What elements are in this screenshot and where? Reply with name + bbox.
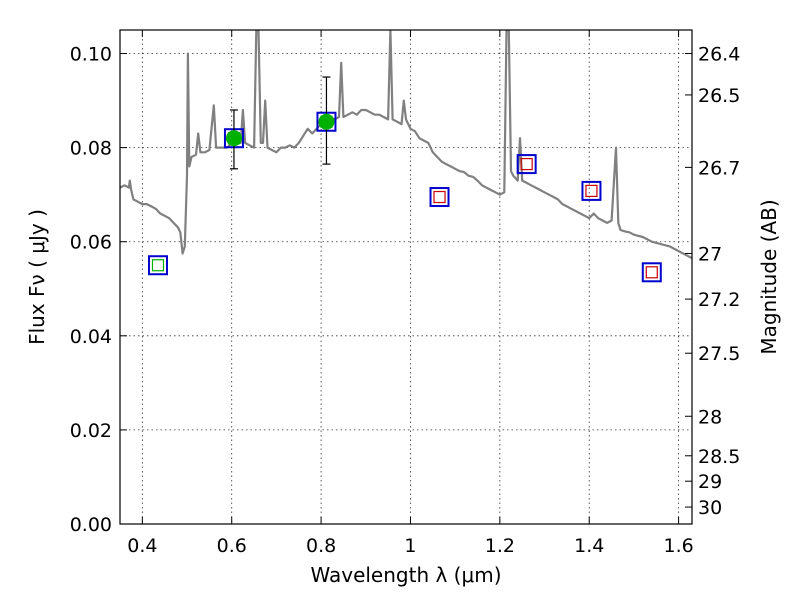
magnitude-tick-label: 26.7 [698, 157, 740, 179]
photometry-inner-square [520, 157, 533, 171]
y-tick-label: 0.10 [70, 44, 112, 66]
x-tick-label: 1.2 [485, 535, 515, 557]
x-tick-label: 0.4 [127, 535, 157, 557]
y-tick-label: 0.04 [70, 326, 112, 348]
photometry-inner-square [151, 259, 165, 272]
ticks-layer: 0.4 0.6 0.8 1 1.2 1.4 1.6 0.00 0.02 0.04 0.06 0.08 0… [70, 30, 740, 557]
observed-point [225, 130, 242, 147]
y-tick-label: 0.02 [70, 420, 112, 442]
x-tick-label: 1.6 [663, 535, 693, 557]
magnitude-tick-label: 27 [698, 243, 722, 265]
magnitude-tick-label: 28.5 [698, 446, 740, 468]
plot-background [120, 30, 692, 524]
magnitude-tick-label: 26.4 [698, 44, 740, 66]
y-tick-label: 0.08 [70, 138, 112, 160]
points-layer [147, 76, 662, 283]
magnitude-tick-label: 27.5 [698, 343, 740, 365]
y-axis-label: Flux Fν ( μJy ) [25, 209, 49, 345]
spectrum-layer [120, 30, 692, 260]
spectrum-line [120, 30, 692, 260]
photometry-square [581, 180, 602, 201]
magnitude-tick-label: 28 [698, 406, 722, 428]
photometry-square [516, 154, 537, 175]
magnitude-tick-label: 27.2 [698, 289, 740, 311]
x-tick-label: 1 [404, 535, 416, 557]
photometry-inner-square [433, 190, 446, 204]
photometry-square [641, 262, 662, 283]
photometry-inner-square [585, 184, 598, 198]
observed-point [318, 113, 335, 130]
photometry-square [147, 255, 168, 276]
plot-frame [119, 29, 693, 525]
magnitude-tick-label: 29 [698, 471, 722, 493]
x-axis-label: Wavelength λ (μm) [310, 563, 501, 587]
magnitude-tick-label: 30 [698, 497, 722, 519]
magnitude-tick-label: 26.5 [698, 85, 740, 107]
photometry-inner-square [645, 266, 658, 279]
x-tick-label: 1.4 [574, 535, 604, 557]
x-tick-label: 0.6 [217, 535, 247, 557]
photometry-square [429, 187, 450, 208]
y-tick-label: 0.06 [70, 232, 112, 254]
right-axis-label: Magnitude (AB) [757, 199, 781, 354]
x-tick-label: 0.8 [306, 535, 336, 557]
y-tick-label: 0.00 [70, 514, 112, 536]
